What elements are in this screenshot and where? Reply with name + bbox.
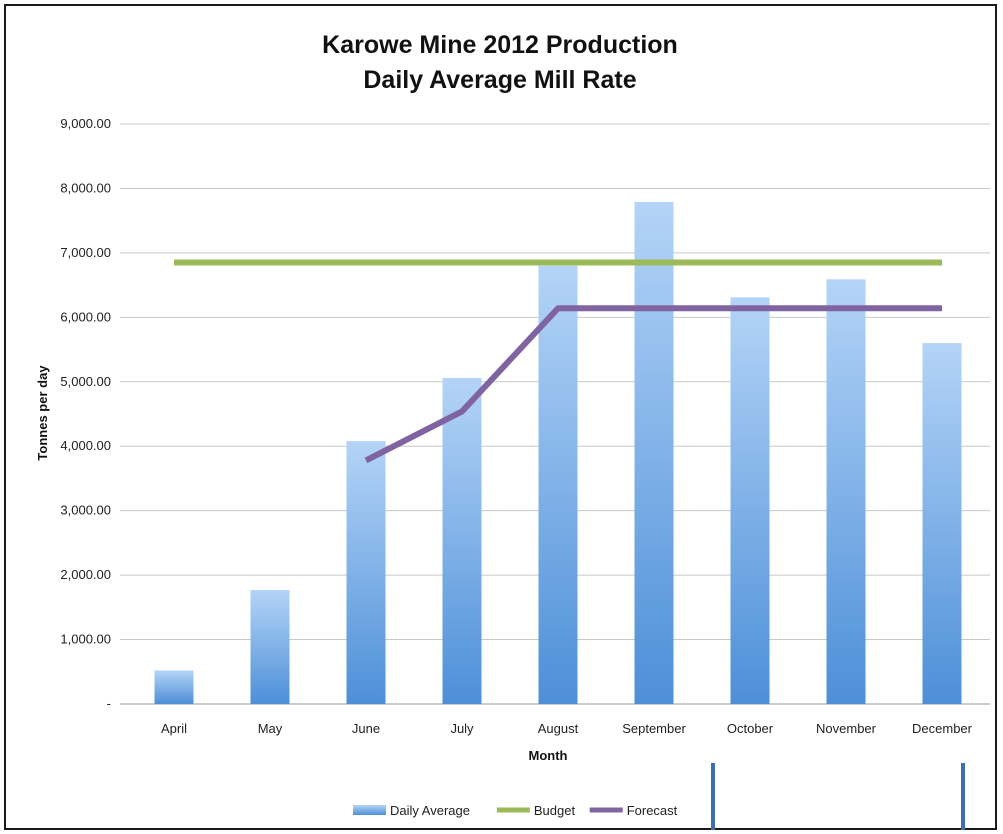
x-tick-label: October <box>727 721 774 736</box>
x-tick-label: September <box>622 721 686 736</box>
y-tick-label: - <box>107 696 111 711</box>
x-tick-label: April <box>161 721 187 736</box>
x-tick-label: June <box>352 721 380 736</box>
x-tick-label: July <box>450 721 474 736</box>
bar-daily-average <box>826 279 866 704</box>
bar-daily-average <box>922 343 962 704</box>
bar-daily-average <box>154 670 194 704</box>
legend: Daily Average Budget Forecast <box>353 803 678 818</box>
chart-title: Karowe Mine 2012 Production <box>322 31 678 59</box>
bar-daily-average <box>346 441 386 704</box>
y-tick-label: 6,000.00 <box>60 309 111 324</box>
chart-subtitle: Daily Average Mill Rate <box>363 66 636 94</box>
y-tick-label: 5,000.00 <box>60 374 111 389</box>
x-tick-label: November <box>816 721 877 736</box>
y-tick-label: 7,000.00 <box>60 245 111 260</box>
x-axis-title: Month <box>529 748 568 763</box>
annotation-bracket <box>711 763 965 830</box>
bar-series <box>154 201 962 704</box>
y-tick-label: 2,000.00 <box>60 567 111 582</box>
y-tick-label: 9,000.00 <box>60 116 111 131</box>
legend-swatch-daily-average <box>353 805 386 815</box>
y-axis-title: Tonnes per day <box>35 365 50 461</box>
y-tick-label: 4,000.00 <box>60 438 111 453</box>
legend-label: Daily Average <box>390 803 470 818</box>
bar-daily-average <box>634 201 674 704</box>
bar-daily-average <box>538 265 578 704</box>
legend-label: Forecast <box>627 803 678 818</box>
bar-daily-average <box>730 297 770 704</box>
y-tick-label: 1,000.00 <box>60 632 111 647</box>
x-tick-labels: April May June July August September October No… <box>161 721 973 736</box>
x-tick-label: December <box>912 721 973 736</box>
line-forecast <box>364 305 942 464</box>
y-tick-labels: - 1,000.00 2,000.00 3,000.00 4,000.00 5,000.0… <box>60 116 111 711</box>
line-series <box>174 259 942 464</box>
bar-daily-average <box>250 589 290 704</box>
y-tick-label: 8,000.00 <box>60 180 111 195</box>
x-tick-label: August <box>538 721 579 736</box>
y-tick-label: 3,000.00 <box>60 503 111 518</box>
bar-daily-average <box>442 377 482 704</box>
legend-label: Budget <box>534 803 576 818</box>
x-tick-label: May <box>258 721 283 736</box>
